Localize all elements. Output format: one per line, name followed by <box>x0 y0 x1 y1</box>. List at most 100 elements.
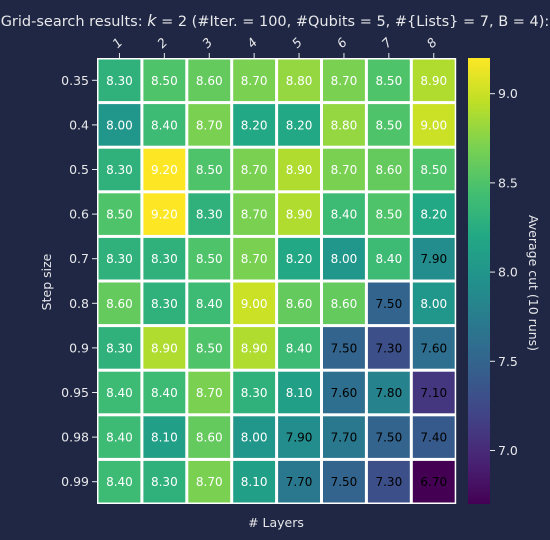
heatmap-cell <box>98 193 141 235</box>
cell-value-label: 9.20 <box>151 163 178 177</box>
heatmap-cell <box>412 148 455 191</box>
heatmap-cell <box>323 59 365 102</box>
cell-value-label: 8.20 <box>241 118 268 132</box>
cell-value-label: 8.70 <box>241 74 268 88</box>
heatmap-cell <box>188 282 231 325</box>
heatmap-cell <box>233 148 276 191</box>
heatmap-cell <box>412 460 455 503</box>
y-tick-label: 0.99 <box>61 474 89 489</box>
heatmap-cell <box>143 237 186 280</box>
heatmap-cell <box>367 327 410 369</box>
heatmap-cell <box>278 460 320 503</box>
heatmap-cell <box>323 148 365 191</box>
heatmap-cell <box>233 193 276 235</box>
heatmap-cell <box>412 327 455 369</box>
heatmap-cell <box>188 104 231 146</box>
y-tick-label: 0.8 <box>69 296 89 311</box>
heatmap-cell <box>412 237 455 280</box>
cell-value-label: 9.00 <box>420 118 447 132</box>
heatmap-cell <box>323 416 365 458</box>
cell-value-label: 8.90 <box>286 163 313 177</box>
heatmap-cell <box>278 371 320 414</box>
cell-value-label: 8.80 <box>331 118 358 132</box>
heatmap-cell <box>233 282 276 325</box>
heatmap-cell <box>98 282 141 325</box>
heatmap-cell <box>412 416 455 458</box>
heatmap-cell <box>188 193 231 235</box>
cell-value-label: 6.70 <box>420 475 447 489</box>
cell-value-label: 8.50 <box>420 163 447 177</box>
heatmap-cell <box>278 193 320 235</box>
y-tick-label: 0.9 <box>69 340 89 355</box>
cell-value-label: 8.70 <box>241 163 268 177</box>
cell-value-label: 8.50 <box>151 74 178 88</box>
cell-value-label: 8.40 <box>151 118 178 132</box>
cell-value-label: 7.30 <box>375 341 402 355</box>
cell-value-label: 8.60 <box>375 163 402 177</box>
x-tick-label: 1 <box>109 35 125 51</box>
heatmap-cell <box>143 416 186 458</box>
heatmap-cell <box>367 193 410 235</box>
cell-value-label: 8.40 <box>375 252 402 266</box>
cell-value-label: 8.00 <box>331 252 358 266</box>
cell-value-label: 8.00 <box>241 431 268 445</box>
cell-value-label: 8.30 <box>151 252 178 266</box>
heatmap-cell <box>412 59 455 102</box>
heatmap-cell <box>188 59 231 102</box>
cell-value-label: 8.70 <box>196 475 223 489</box>
heatmap-cell <box>412 193 455 235</box>
cell-value-label: 7.80 <box>375 386 402 400</box>
x-tick-label: 3 <box>199 35 215 51</box>
cell-value-label: 8.10 <box>241 475 268 489</box>
cell-value-label: 8.60 <box>331 297 358 311</box>
cell-value-label: 8.40 <box>106 475 133 489</box>
cell-value-label: 8.90 <box>151 341 178 355</box>
cell-value-label: 8.40 <box>331 208 358 222</box>
colorbar-label: Average cut (10 runs) <box>526 215 541 351</box>
y-axis-label: Step size <box>39 253 54 310</box>
heatmap-cell <box>143 327 186 369</box>
cell-value-label: 7.90 <box>420 252 447 266</box>
heatmap-cell <box>233 59 276 102</box>
cell-value-label: 7.90 <box>286 431 313 445</box>
x-tick-label: 8 <box>423 35 439 51</box>
cell-value-label: 8.50 <box>196 341 223 355</box>
colorbar-tick-label: 9.0 <box>498 86 518 101</box>
heatmap-cell <box>367 371 410 414</box>
heatmap-cell <box>233 104 276 146</box>
cell-value-label: 8.00 <box>420 297 447 311</box>
heatmap-cell <box>367 237 410 280</box>
heatmap-cell <box>367 282 410 325</box>
chart-title: Grid-search results: k = 2 (#Iter. = 100… <box>1 11 550 30</box>
cell-value-label: 8.60 <box>106 297 133 311</box>
heatmap-cell <box>278 327 320 369</box>
cell-value-label: 8.80 <box>286 74 313 88</box>
heatmap-cell <box>143 104 186 146</box>
cell-value-label: 7.30 <box>375 475 402 489</box>
heatmap-cell <box>323 327 365 369</box>
heatmap-cell <box>367 104 410 146</box>
heatmap-cell <box>367 460 410 503</box>
x-axis-label: # Layers <box>248 515 304 530</box>
cell-value-label: 8.90 <box>241 341 268 355</box>
heatmap-cell <box>98 327 141 369</box>
heatmap-cell <box>98 104 141 146</box>
cell-value-label: 9.20 <box>151 208 178 222</box>
heatmap-cell <box>367 59 410 102</box>
cell-value-label: 8.40 <box>106 386 133 400</box>
heatmap-cell <box>188 371 231 414</box>
heatmap-cell <box>233 327 276 369</box>
cell-value-label: 8.70 <box>331 74 358 88</box>
heatmap-cell <box>323 371 365 414</box>
heatmap-cell <box>143 193 186 235</box>
cell-value-label: 8.50 <box>196 163 223 177</box>
heatmap-cell <box>323 460 365 503</box>
cell-value-label: 8.30 <box>196 208 223 222</box>
heatmap-cell <box>278 148 320 191</box>
cell-value-label: 8.00 <box>106 118 133 132</box>
y-tick-label: 0.7 <box>69 251 89 266</box>
y-tick-label: 0.95 <box>61 385 89 400</box>
cell-value-label: 7.10 <box>420 386 447 400</box>
heatmap-cell <box>98 237 141 280</box>
